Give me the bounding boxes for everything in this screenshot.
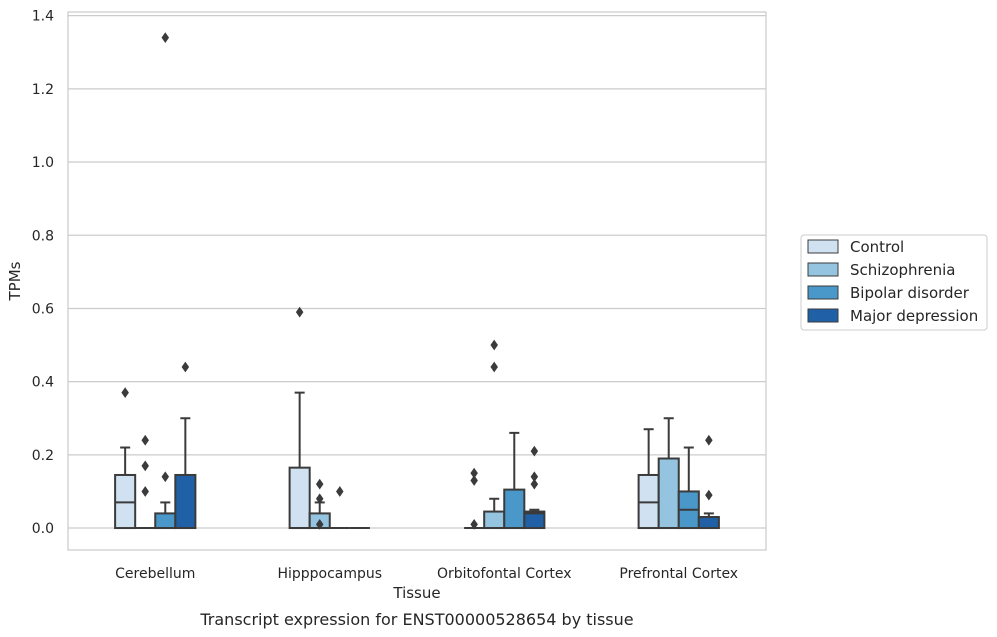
y-tick-label: 0.8	[32, 228, 54, 244]
box-control	[637, 428, 660, 530]
outlier-point	[705, 489, 713, 501]
outlier-point	[490, 339, 498, 351]
box-body	[503, 488, 526, 530]
box-bipolar-disorder	[677, 446, 700, 530]
legend-label: Schizophrenia	[850, 261, 955, 279]
x-tick-label: Cerebellum	[115, 566, 195, 582]
x-tick-label: Prefrontal Cortex	[619, 566, 738, 582]
box-bipolar-disorder	[329, 486, 350, 530]
box-body	[288, 466, 311, 530]
outlier-point	[141, 460, 149, 472]
outlier-point	[490, 361, 498, 373]
box-schizophrenia	[483, 339, 506, 530]
outlier-point	[161, 32, 170, 43]
box-body	[697, 516, 720, 530]
box-bipolar-disorder	[503, 431, 526, 530]
outlier-point	[141, 434, 149, 446]
legend-swatch	[807, 308, 839, 323]
legend: Control Schizophrenia Bipolar disorder Majo…	[800, 234, 988, 331]
y-tick-label: 1.2	[32, 82, 54, 98]
outlier-point	[705, 434, 713, 446]
legend-swatch	[807, 239, 839, 254]
y-axis-title: TPMs	[6, 261, 24, 301]
y-tick-label: 1.0	[32, 155, 54, 171]
legend-swatch	[807, 285, 839, 300]
box-body	[174, 473, 197, 530]
legend-swatch	[807, 262, 839, 277]
legend-label: Bipolar disorder	[850, 284, 970, 302]
box-body	[154, 512, 177, 530]
outlier-point	[181, 361, 190, 373]
x-tick-labels: Cerebellum Hipppocampus Orbitofontal Corte…	[115, 566, 738, 582]
legend-frame	[800, 234, 988, 331]
boxes	[114, 32, 720, 530]
outlier-point	[470, 475, 478, 486]
outlier-point	[470, 519, 478, 530]
outlier-point	[315, 519, 324, 530]
y-tick-label: 0.0	[32, 521, 54, 537]
outlier-point	[530, 478, 539, 490]
x-tick-label: Hipppocampus	[277, 566, 382, 582]
outlier-point	[315, 478, 324, 490]
outlier-point	[141, 486, 149, 497]
x-axis-title: Tissue	[392, 584, 440, 602]
box-schizophrenia	[657, 417, 680, 530]
outlier-point	[161, 471, 170, 483]
y-tick-label: 0.2	[32, 448, 54, 464]
gridlines	[68, 15, 766, 529]
box-major-depression	[697, 434, 720, 530]
box-major-depression	[174, 361, 197, 530]
outlier-point	[336, 486, 344, 497]
outlier-point	[530, 445, 539, 457]
box-schizophrenia	[135, 434, 156, 530]
legend-label: Control	[850, 238, 904, 256]
outlier-point	[315, 493, 324, 505]
box-control	[288, 306, 311, 530]
outlier-point	[121, 387, 129, 398]
plot-area-frame	[67, 11, 767, 551]
box-bipolar-disorder	[154, 32, 177, 530]
box-major-depression	[523, 445, 546, 530]
box-body	[657, 457, 680, 530]
outlier-point	[470, 467, 478, 479]
y-tick-label: 0.6	[32, 301, 54, 317]
outlier-point	[295, 306, 304, 318]
y-tick-labels: 0.0 0.2 0.4 0.6 0.8 1.0 1.2 1.4	[32, 9, 54, 537]
box-control	[114, 387, 137, 530]
x-tick-label: Orbitofontal Cortex	[437, 566, 572, 582]
y-tick-label: 1.4	[32, 9, 54, 25]
box-body	[483, 510, 506, 530]
y-tick-label: 0.4	[32, 375, 54, 391]
outlier-point	[530, 471, 539, 483]
box-body	[523, 510, 546, 530]
figure-caption: Transcript expression for ENST0000052865…	[199, 610, 633, 629]
box-schizophrenia	[308, 478, 331, 530]
box-control	[464, 467, 485, 530]
legend-label: Major depression	[850, 307, 978, 325]
